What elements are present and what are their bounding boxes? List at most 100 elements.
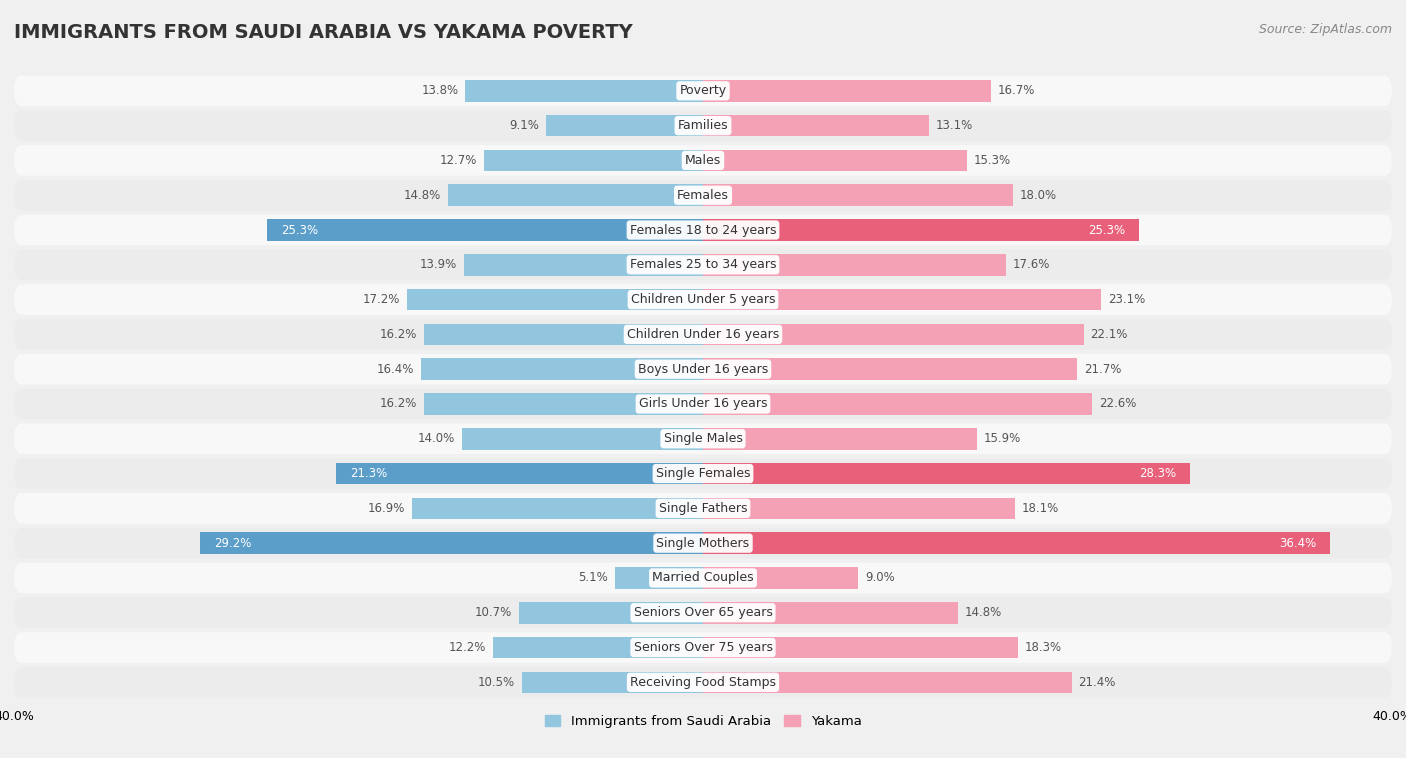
FancyBboxPatch shape [14,111,1392,141]
Text: Single Fathers: Single Fathers [659,502,747,515]
Bar [703,289,1101,310]
Bar [494,637,703,658]
Bar [425,393,703,415]
Text: Females 25 to 34 years: Females 25 to 34 years [630,258,776,271]
Text: 36.4%: 36.4% [1279,537,1316,550]
Text: 13.1%: 13.1% [935,119,973,132]
Bar [703,428,977,449]
Bar [703,602,957,624]
Bar [519,602,703,624]
Bar [703,532,1330,554]
Text: 22.6%: 22.6% [1099,397,1136,411]
Text: Girls Under 16 years: Girls Under 16 years [638,397,768,411]
Bar [703,115,928,136]
Text: Seniors Over 65 years: Seniors Over 65 years [634,606,772,619]
Bar [703,463,1191,484]
Bar [420,359,703,380]
FancyBboxPatch shape [14,562,1392,594]
Bar [465,80,703,102]
Text: 9.1%: 9.1% [509,119,540,132]
Text: 25.3%: 25.3% [1088,224,1125,236]
Text: Single Females: Single Females [655,467,751,480]
FancyBboxPatch shape [14,667,1392,697]
Text: Single Males: Single Males [664,432,742,445]
Text: IMMIGRANTS FROM SAUDI ARABIA VS YAKAMA POVERTY: IMMIGRANTS FROM SAUDI ARABIA VS YAKAMA P… [14,23,633,42]
FancyBboxPatch shape [14,424,1392,454]
FancyBboxPatch shape [14,528,1392,559]
Text: 25.3%: 25.3% [281,224,318,236]
Bar [703,637,1018,658]
Text: 18.3%: 18.3% [1025,641,1062,654]
Legend: Immigrants from Saudi Arabia, Yakama: Immigrants from Saudi Arabia, Yakama [540,709,866,733]
Bar [267,219,703,241]
Text: Boys Under 16 years: Boys Under 16 years [638,362,768,376]
Text: 16.7%: 16.7% [997,84,1035,97]
Text: 12.7%: 12.7% [440,154,478,167]
FancyBboxPatch shape [14,319,1392,349]
Text: 14.8%: 14.8% [404,189,441,202]
Text: Females: Females [678,189,728,202]
Text: Married Couples: Married Couples [652,572,754,584]
Text: 21.7%: 21.7% [1084,362,1121,376]
Bar [406,289,703,310]
FancyBboxPatch shape [14,76,1392,106]
FancyBboxPatch shape [14,632,1392,662]
Bar [703,567,858,589]
Bar [703,254,1007,276]
Text: Source: ZipAtlas.com: Source: ZipAtlas.com [1258,23,1392,36]
Text: Children Under 5 years: Children Under 5 years [631,293,775,306]
Bar [703,497,1015,519]
Bar [522,672,703,693]
Text: 17.6%: 17.6% [1012,258,1050,271]
Bar [425,324,703,345]
FancyBboxPatch shape [14,145,1392,176]
Text: 17.2%: 17.2% [363,293,399,306]
Text: Families: Families [678,119,728,132]
Text: Children Under 16 years: Children Under 16 years [627,328,779,341]
Text: 16.4%: 16.4% [377,362,413,376]
Bar [703,219,1139,241]
Bar [484,149,703,171]
Text: 29.2%: 29.2% [214,537,252,550]
Text: 10.5%: 10.5% [478,676,515,689]
Text: 16.9%: 16.9% [367,502,405,515]
FancyBboxPatch shape [14,215,1392,246]
Text: Females 18 to 24 years: Females 18 to 24 years [630,224,776,236]
Text: 18.0%: 18.0% [1019,189,1057,202]
FancyBboxPatch shape [14,389,1392,419]
Bar [703,324,1084,345]
Text: 13.8%: 13.8% [422,84,458,97]
Bar [547,115,703,136]
Bar [703,672,1071,693]
Text: Poverty: Poverty [679,84,727,97]
Text: 12.2%: 12.2% [449,641,486,654]
Bar [703,149,966,171]
FancyBboxPatch shape [14,597,1392,628]
Bar [703,184,1012,206]
Text: 14.8%: 14.8% [965,606,1002,619]
Bar [703,359,1077,380]
Text: 28.3%: 28.3% [1139,467,1177,480]
Text: 18.1%: 18.1% [1022,502,1059,515]
Text: 23.1%: 23.1% [1108,293,1144,306]
Text: 16.2%: 16.2% [380,328,418,341]
FancyBboxPatch shape [14,493,1392,524]
Text: Single Mothers: Single Mothers [657,537,749,550]
Text: Receiving Food Stamps: Receiving Food Stamps [630,676,776,689]
FancyBboxPatch shape [14,180,1392,211]
Bar [200,532,703,554]
Bar [449,184,703,206]
FancyBboxPatch shape [14,284,1392,315]
Text: Males: Males [685,154,721,167]
Text: 15.9%: 15.9% [984,432,1021,445]
FancyBboxPatch shape [14,459,1392,489]
Text: 9.0%: 9.0% [865,572,894,584]
Text: 13.9%: 13.9% [419,258,457,271]
FancyBboxPatch shape [14,354,1392,384]
Text: Seniors Over 75 years: Seniors Over 75 years [634,641,772,654]
Bar [461,428,703,449]
Text: 21.4%: 21.4% [1078,676,1116,689]
Text: 16.2%: 16.2% [380,397,418,411]
Bar [703,393,1092,415]
Bar [412,497,703,519]
